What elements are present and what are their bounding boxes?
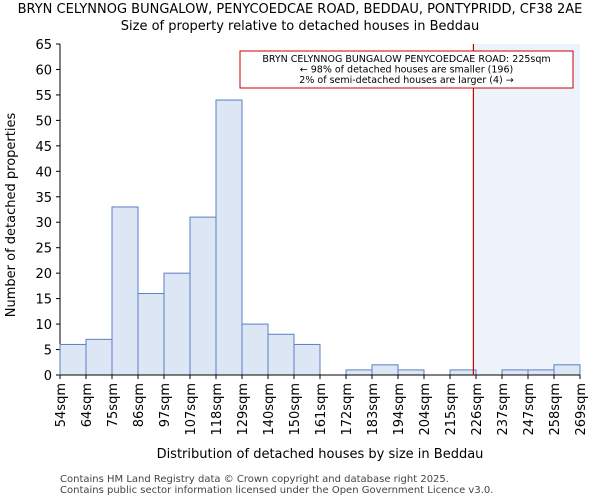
- x-tick-label: 140sqm: [262, 383, 277, 436]
- y-tick-label: 25: [35, 242, 52, 257]
- x-tick-label: 54sqm: [54, 383, 69, 427]
- footer-copyright: Contains HM Land Registry data © Crown c…: [60, 474, 449, 485]
- chart-subtitle: Size of property relative to detached ho…: [120, 19, 480, 34]
- y-tick-label: 35: [35, 191, 52, 206]
- histogram-bar: [59, 343, 87, 376]
- y-tick-label: 45: [35, 140, 52, 155]
- annotation-line: BRYN CELYNNOG BUNGALOW PENYCOEDCAE ROAD:…: [262, 54, 550, 65]
- larger-region-highlight: [473, 44, 580, 375]
- x-tick-label: 258sqm: [548, 383, 563, 436]
- x-tick-label: 215sqm: [444, 383, 459, 436]
- histogram-bar: [553, 364, 581, 376]
- y-tick-label: 20: [35, 267, 52, 282]
- histogram-bar: [267, 333, 295, 376]
- histogram-bar: [111, 206, 139, 376]
- histogram-bar: [501, 369, 529, 376]
- histogram-bar: [241, 323, 269, 376]
- y-tick-label: 60: [35, 63, 52, 78]
- y-tick-label: 65: [35, 38, 52, 53]
- histogram-bar: [85, 338, 113, 376]
- footer-licence: Contains public sector information licen…: [60, 485, 494, 496]
- histogram-bar: [397, 369, 425, 376]
- x-tick-label: 269sqm: [574, 383, 589, 436]
- histogram-bar: [215, 99, 243, 376]
- histogram-chart: 0 5 10 15 20 25 30 35 40 45 50 55 60 65 54sqm 64sqm 75s…: [4, 38, 589, 462]
- y-tick-label: 50: [35, 114, 52, 129]
- x-tick-label: 204sqm: [418, 383, 433, 436]
- x-tick-label: 64sqm: [80, 383, 95, 427]
- y-tick-label: 0: [44, 369, 52, 384]
- x-tick-label: 97sqm: [158, 383, 173, 427]
- annotation-line: ← 98% of detached houses are smaller (19…: [300, 65, 513, 76]
- x-tick-label: 183sqm: [366, 383, 381, 436]
- x-tick-label: 86sqm: [132, 383, 147, 427]
- y-tick-label: 10: [35, 318, 52, 333]
- x-tick-label: 129sqm: [236, 383, 251, 436]
- y-tick-label: 5: [44, 344, 52, 359]
- y-tick-label: 15: [35, 293, 52, 308]
- histogram-bar: [371, 364, 399, 376]
- histogram-bar: [293, 343, 321, 376]
- x-tick-label: 161sqm: [314, 383, 329, 436]
- y-axis-label: Number of detached properties: [4, 113, 19, 318]
- annotation-line: 2% of semi-detached houses are larger (4…: [299, 75, 513, 86]
- x-tick-label: 194sqm: [392, 383, 407, 436]
- x-tick-label: 247sqm: [522, 383, 537, 436]
- histogram-bar: [527, 369, 555, 376]
- histogram-bar: [137, 293, 165, 376]
- y-tick-label: 30: [35, 216, 52, 231]
- x-tick-label: 118sqm: [210, 383, 225, 436]
- x-axis-label: Distribution of detached houses by size …: [157, 447, 484, 462]
- x-tick-label: 107sqm: [184, 383, 199, 436]
- x-tick-label: 75sqm: [106, 383, 121, 427]
- histogram-bar: [189, 216, 217, 376]
- y-tick-label: 40: [35, 165, 52, 180]
- x-tick-label: 237sqm: [496, 383, 511, 436]
- annotation-box: [239, 50, 574, 89]
- x-tick-label: 150sqm: [288, 383, 303, 436]
- x-tick-label: 226sqm: [470, 383, 485, 436]
- histogram-bar: [163, 272, 191, 376]
- y-tick-label: 55: [35, 89, 52, 104]
- chart-title: BRYN CELYNNOG BUNGALOW, PENYCOEDCAE ROAD…: [17, 2, 583, 17]
- histogram-bar: [449, 369, 477, 376]
- histogram-bar: [345, 369, 373, 376]
- x-tick-label: 172sqm: [340, 383, 355, 436]
